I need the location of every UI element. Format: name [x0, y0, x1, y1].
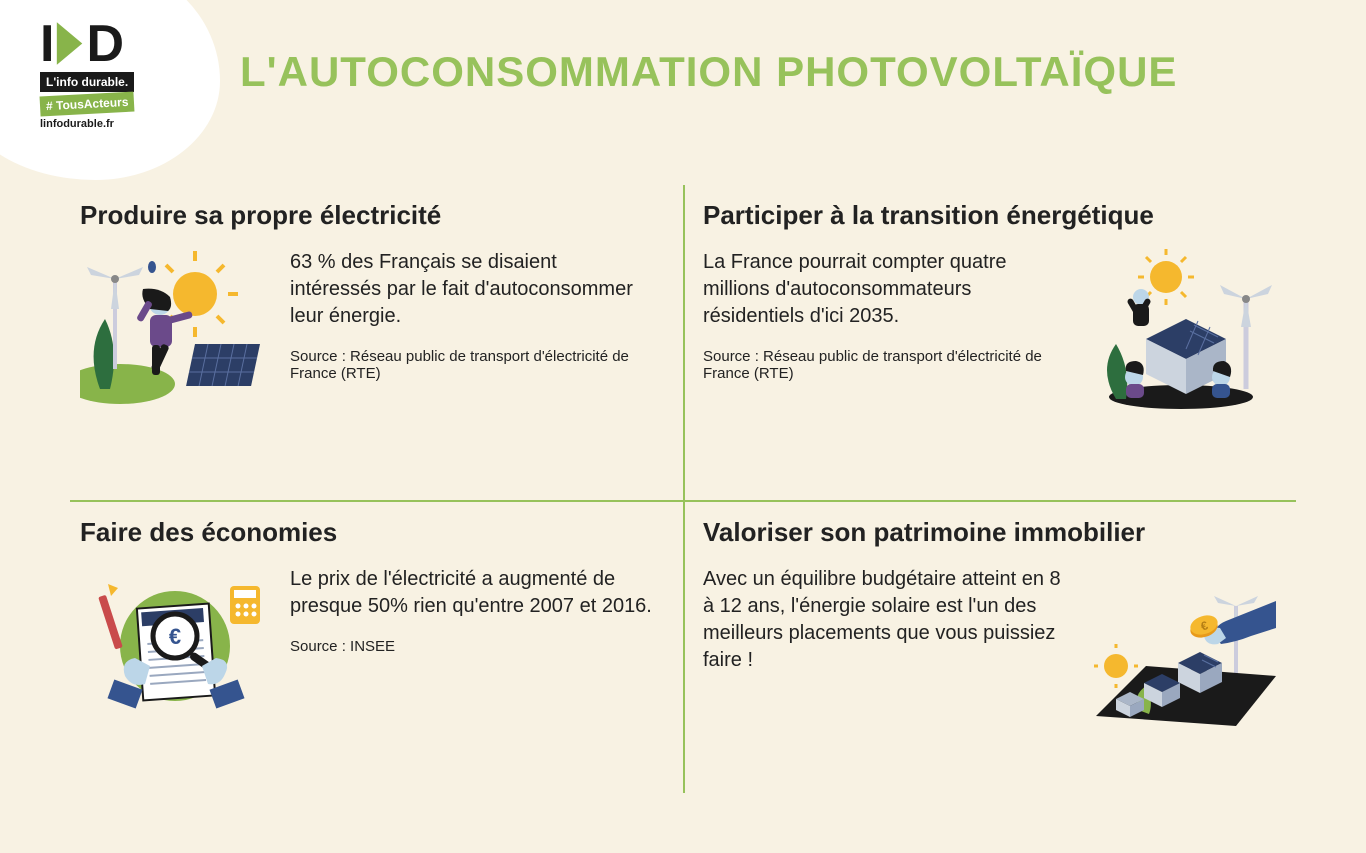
cell-save-money: Faire des économies	[60, 497, 683, 814]
logo-id: I▶D	[40, 18, 134, 70]
svg-text:€: €	[169, 624, 181, 649]
cell-produce-electricity: Produire sa propre électricité	[60, 180, 683, 497]
houses-coin-hand-icon: €	[1086, 566, 1276, 726]
brand-tagline-2: # TousActeurs	[40, 92, 135, 117]
brand-tagline-1: L'info durable.	[40, 72, 134, 92]
cell-property-value: Valoriser son patrimoine immobilier	[683, 497, 1306, 814]
cell-source: Source : INSEE	[290, 638, 653, 655]
cell-body: La France pourrait compter quatre millio…	[703, 249, 1066, 330]
cell-energy-transition: Participer à la transition énergétique	[683, 180, 1306, 497]
cell-body: Avec un équilibre budgétaire atteint en …	[703, 566, 1066, 674]
cell-heading: Produire sa propre électricité	[80, 200, 653, 231]
cell-source: Source : Réseau public de transport d'él…	[290, 348, 653, 382]
cell-heading: Faire des économies	[80, 517, 653, 548]
bill-magnifier-euro-icon: €	[80, 566, 270, 726]
house-people-windturbine-icon	[1086, 249, 1276, 409]
person-sun-solar-panel-icon	[80, 249, 270, 409]
infographic-grid: Produire sa propre électricité	[60, 180, 1306, 813]
page-title: L'AUTOCONSOMMATION PHOTOVOLTAÏQUE	[240, 48, 1326, 96]
cell-source: Source : Réseau public de transport d'él…	[703, 348, 1066, 382]
cell-heading: Participer à la transition énergétique	[703, 200, 1276, 231]
cell-body: Le prix de l'électricité a augmenté de p…	[290, 566, 653, 620]
cell-heading: Valoriser son patrimoine immobilier	[703, 517, 1276, 548]
brand-site-url: linfodurable.fr	[40, 118, 134, 130]
cell-body: 63 % des Français se disaient intéressés…	[290, 249, 653, 330]
brand-logo-block: I▶D L'info durable. # TousActeurs linfod…	[40, 18, 134, 130]
